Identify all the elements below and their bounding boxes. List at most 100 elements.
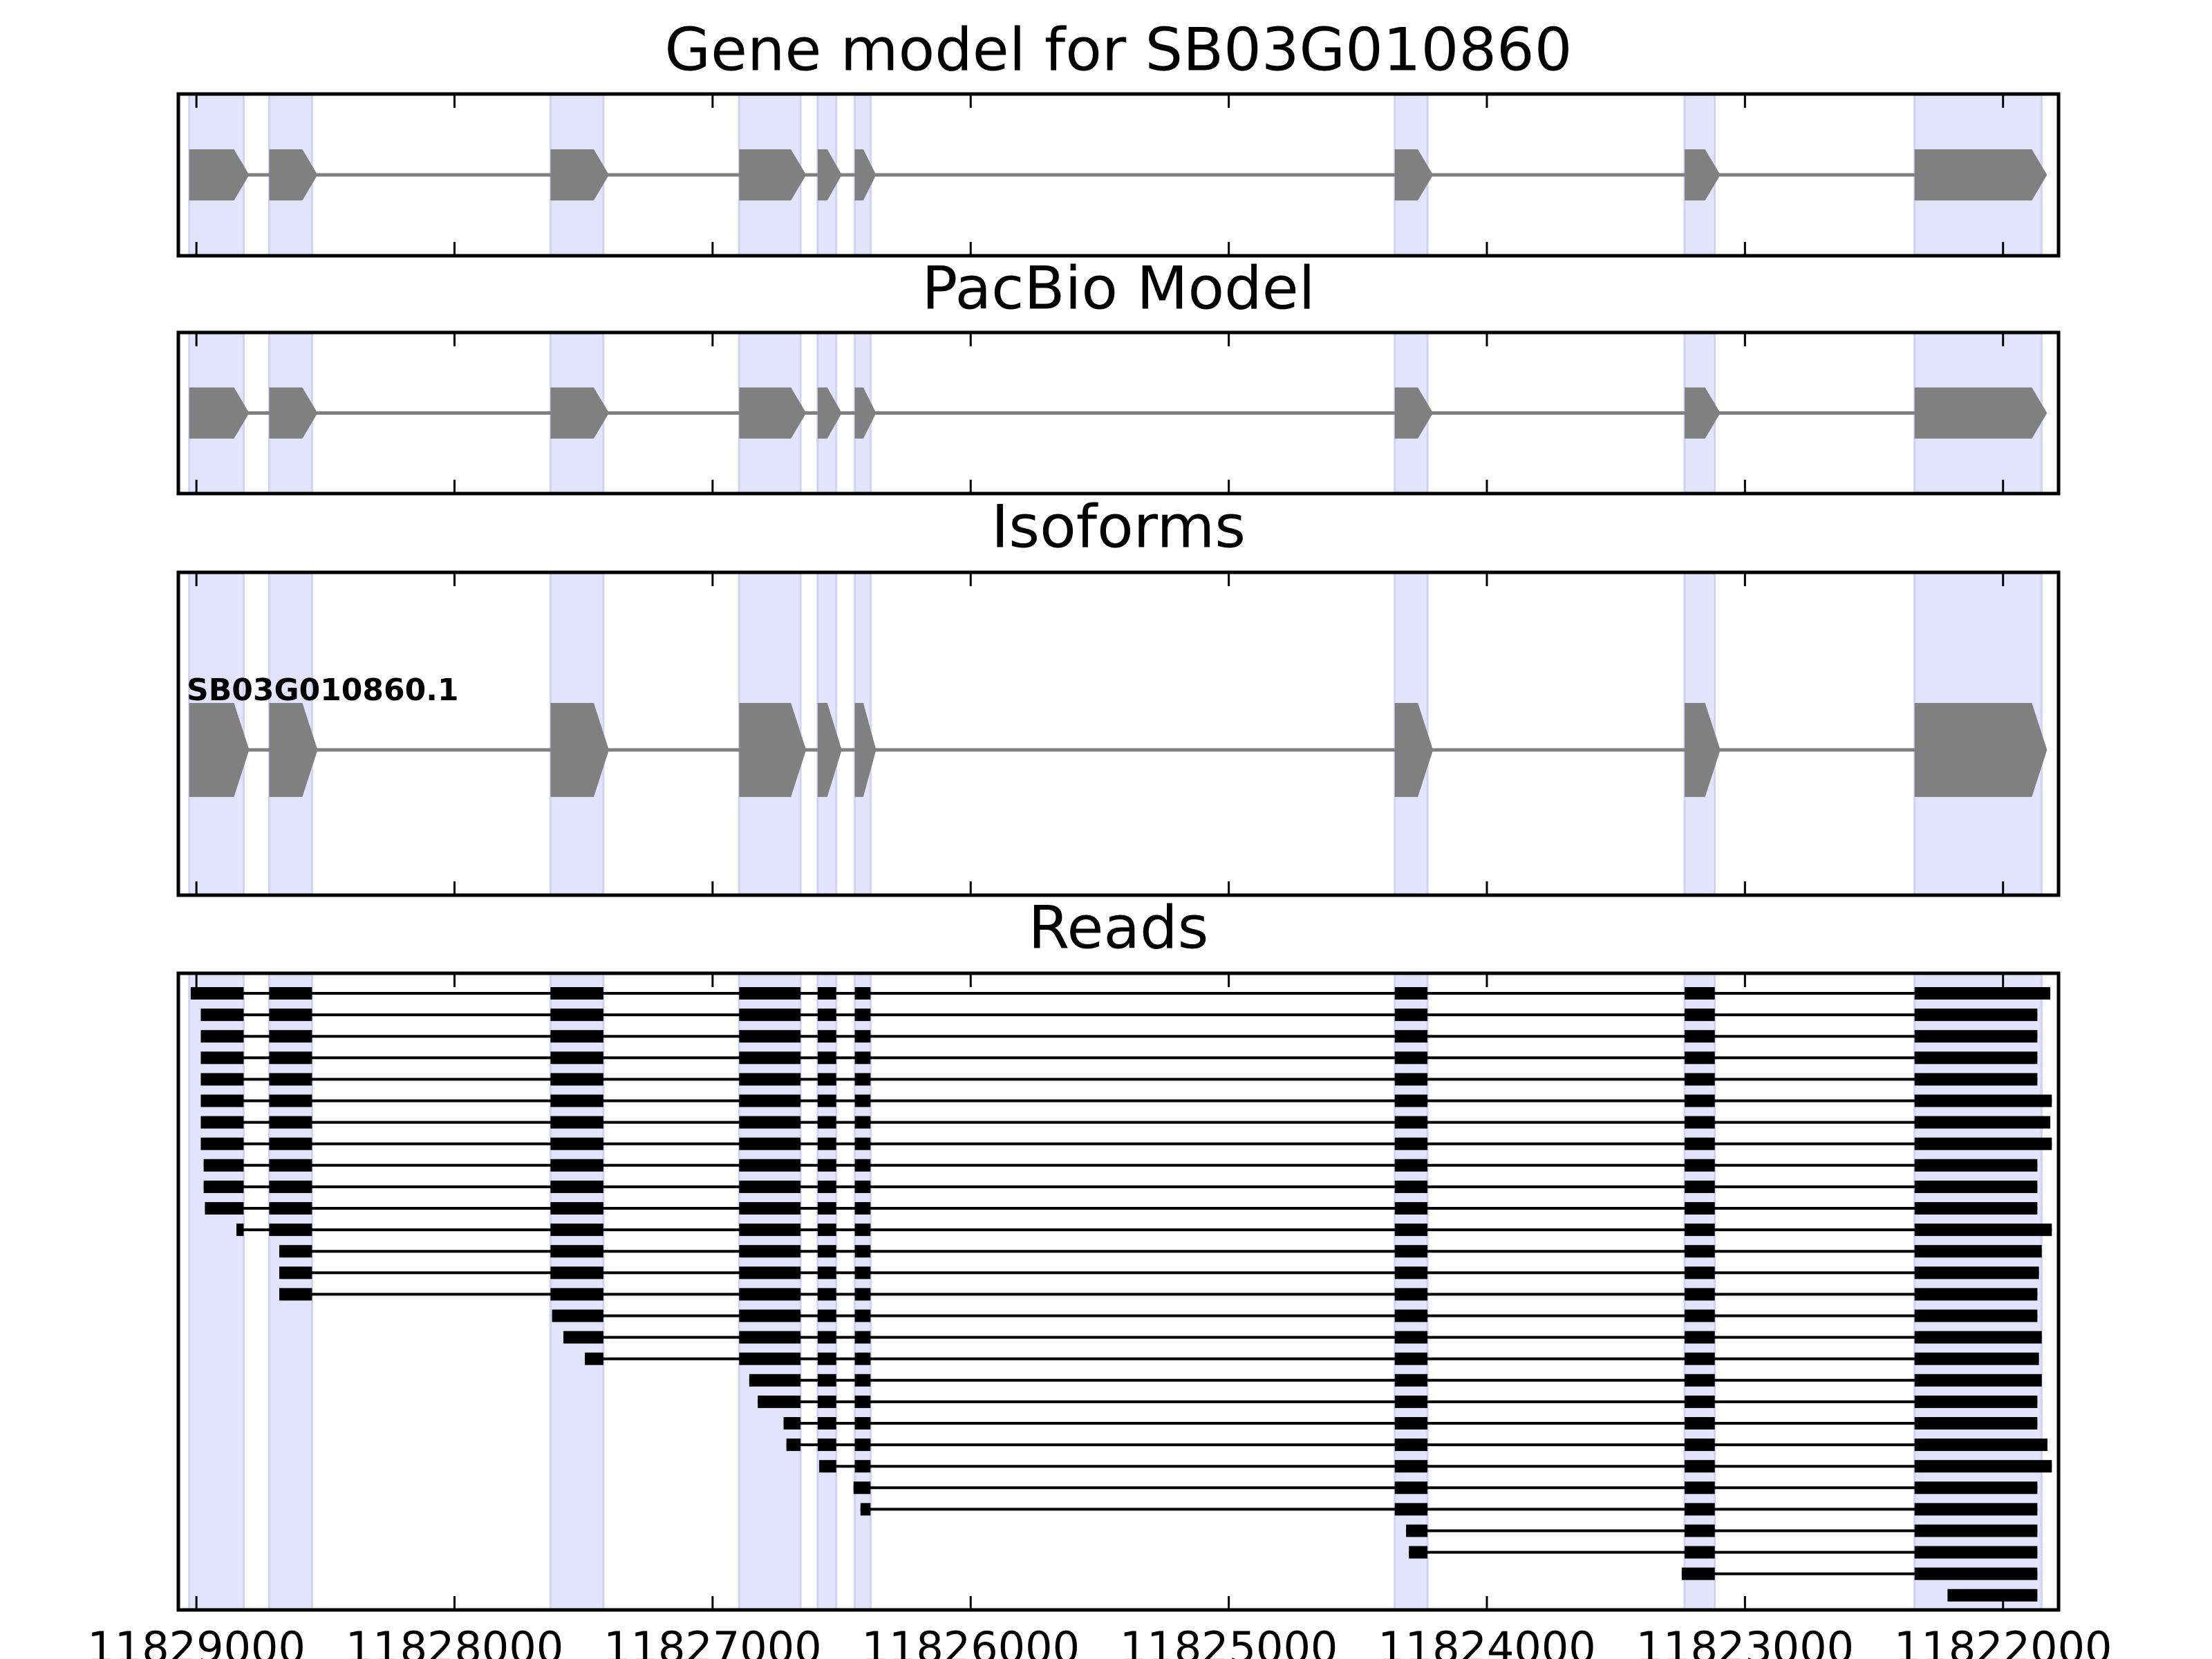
read-block	[200, 1094, 244, 1107]
read-block	[550, 1030, 603, 1043]
x-tick-label: 11822000	[1894, 1622, 2112, 1659]
read-block	[1394, 1266, 1428, 1280]
read-block	[758, 1395, 801, 1408]
read-block	[279, 1245, 312, 1258]
read-block	[817, 1331, 836, 1344]
read-block	[817, 1288, 836, 1301]
read-block	[854, 1030, 871, 1043]
exon-band	[188, 972, 245, 1611]
exon	[189, 387, 250, 439]
read-block	[550, 1245, 603, 1258]
read-block	[1394, 1159, 1428, 1172]
read-block	[817, 1395, 836, 1408]
read-block	[1394, 1460, 1428, 1473]
read-block	[1684, 1094, 1715, 1107]
read-block	[1684, 1331, 1715, 1344]
read-block	[1914, 1288, 2038, 1301]
isoform-label: SB03G010860.1	[187, 673, 459, 708]
read-block	[1914, 1051, 2038, 1065]
read-block	[739, 1245, 801, 1258]
read-block	[550, 1094, 603, 1107]
read-block	[1684, 1438, 1715, 1452]
read-block	[269, 1009, 312, 1022]
read-block	[1684, 1009, 1715, 1022]
read-block	[739, 1137, 801, 1150]
read-block	[817, 1051, 836, 1065]
read-block	[1394, 1374, 1428, 1387]
read-block	[817, 1438, 836, 1452]
read-block	[200, 1030, 244, 1043]
read-block	[1684, 1051, 1715, 1065]
exon	[1394, 149, 1434, 200]
read-block	[739, 1009, 801, 1022]
exon	[269, 387, 318, 439]
read-block	[1409, 1546, 1428, 1559]
read-block	[854, 1460, 871, 1473]
exon	[1914, 702, 2047, 797]
read-block	[739, 1073, 801, 1086]
read-block	[269, 1094, 312, 1107]
read-block	[1394, 1352, 1428, 1365]
read-block	[854, 1094, 871, 1107]
read-block	[1914, 1309, 2038, 1322]
read-block	[739, 1352, 801, 1365]
x-tick-label: 11825000	[1120, 1622, 1338, 1659]
read-block	[1394, 1009, 1428, 1022]
exon	[854, 149, 877, 200]
exon	[1684, 702, 1721, 797]
read-block	[203, 1180, 244, 1193]
exon	[189, 702, 250, 797]
read-block	[1684, 1180, 1715, 1193]
read-block	[203, 1159, 244, 1172]
read-block	[1684, 1460, 1715, 1473]
panel-frame	[176, 92, 2061, 258]
read-block	[1914, 1009, 2038, 1022]
read-block	[269, 1159, 312, 1172]
read-block	[783, 1417, 801, 1430]
read-block	[854, 1352, 871, 1365]
exon	[550, 702, 609, 797]
read-block	[1684, 1417, 1715, 1430]
read-block	[550, 1073, 603, 1086]
read-block	[1394, 1094, 1428, 1107]
exon	[1684, 387, 1721, 439]
exon	[739, 702, 807, 797]
read-block	[786, 1438, 801, 1452]
read-block	[550, 987, 603, 1000]
read-block	[1394, 1309, 1428, 1322]
read-block	[550, 1009, 603, 1022]
x-tick-label: 11826000	[861, 1622, 1080, 1659]
read-block	[1914, 1546, 2038, 1559]
read-block	[817, 1116, 836, 1129]
read-block	[1914, 1245, 2042, 1258]
read-block	[749, 1374, 801, 1387]
read-block	[205, 1202, 244, 1215]
read-block	[550, 1051, 603, 1065]
read-block	[269, 1202, 312, 1215]
read-block	[200, 1073, 244, 1086]
panel-frame	[176, 330, 2061, 496]
read-block	[1914, 1180, 2038, 1193]
read-block	[1684, 1245, 1715, 1258]
exon	[1914, 149, 2047, 200]
read-block	[817, 1202, 836, 1215]
read-block	[1914, 1202, 2038, 1215]
read-block	[1394, 987, 1428, 1000]
read-block	[1394, 1202, 1428, 1215]
read-block	[854, 1073, 871, 1086]
read-block	[1914, 1094, 2052, 1107]
read-block	[1914, 1266, 2039, 1280]
read-block	[269, 1116, 312, 1129]
read-block	[1394, 1417, 1428, 1430]
exon	[1684, 149, 1721, 200]
read-block	[269, 1180, 312, 1193]
read-block	[269, 1224, 312, 1237]
read-block	[279, 1266, 312, 1280]
panel-title: Reads	[1029, 893, 1209, 962]
read-block	[1684, 1266, 1715, 1280]
exon	[739, 149, 807, 200]
read-block	[817, 1374, 836, 1387]
read-block	[854, 1159, 871, 1172]
read-block	[817, 1245, 836, 1258]
read-block	[1914, 1159, 2038, 1172]
